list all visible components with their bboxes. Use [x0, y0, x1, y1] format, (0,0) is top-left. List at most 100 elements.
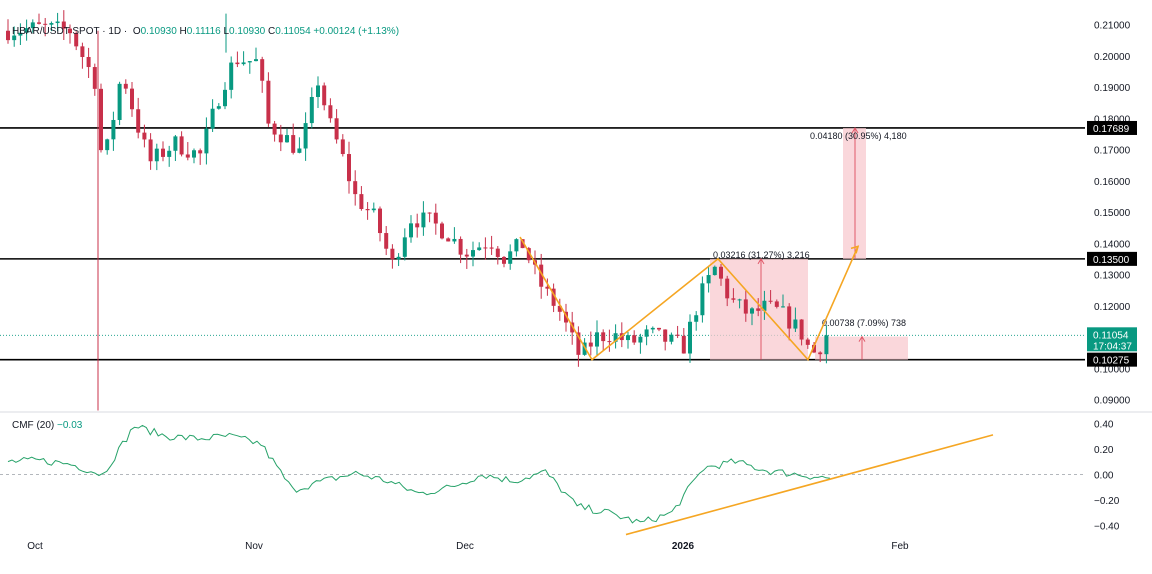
candle-body [638, 336, 643, 343]
candle-body [99, 88, 103, 151]
legend-sep-2: · [123, 26, 128, 37]
change-value: +0.00124 (+1.13%) [313, 26, 400, 37]
candle-body [458, 238, 463, 255]
candle-body [526, 248, 531, 261]
candle-body [799, 319, 804, 340]
candle-body [477, 247, 482, 251]
candle-body [37, 22, 41, 24]
candle-body [371, 208, 376, 211]
cmf-title[interactable]: CMF (20) [12, 420, 55, 431]
candle-body [768, 300, 773, 302]
zigzag-arrow-head [850, 245, 860, 254]
symbol-name[interactable]: HBAR/USDT SPOT [12, 26, 100, 37]
candle-body [551, 288, 556, 306]
candle-body [427, 212, 432, 214]
low-label: L [223, 26, 230, 37]
candle-body [694, 315, 699, 322]
candle-body [173, 136, 178, 151]
high-value: 0.11116 [186, 26, 221, 37]
price-tick-label: 0.18000 [1094, 114, 1131, 125]
candle-body [607, 341, 612, 343]
candle-body [675, 334, 680, 336]
candle-body [601, 332, 606, 342]
candle-body [669, 334, 674, 342]
time-label: Nov [245, 541, 263, 552]
price-tick-label: 0.10000 [1094, 364, 1131, 375]
candle-body [433, 212, 438, 224]
candle-body [266, 80, 271, 124]
candle-body [464, 254, 469, 257]
candle-body [111, 119, 116, 140]
candle-body [229, 62, 234, 90]
measure-label: 0.00738 (7.09%) 738 [822, 318, 906, 328]
candle-body [334, 118, 339, 140]
candle-body [818, 352, 823, 355]
level-label: 0.13500 [1093, 255, 1130, 266]
level-label-bg [1087, 352, 1137, 367]
candle-body [235, 62, 240, 65]
candle-body [440, 223, 444, 239]
candle-body [409, 223, 413, 238]
candle-body [105, 139, 110, 151]
zigzag-pattern [519, 236, 859, 362]
candle-body [824, 335, 829, 355]
candle-body [781, 306, 785, 308]
candle-body [750, 308, 754, 314]
candle-body [743, 299, 748, 314]
cmf-tick-label: 0.40 [1094, 419, 1114, 430]
level-label-bg [1087, 251, 1137, 266]
countdown-label: 17:04:37 [1093, 341, 1132, 352]
candle-body [247, 61, 252, 63]
candle-body [272, 123, 277, 135]
candle-body [595, 332, 599, 347]
candle-body [291, 135, 296, 153]
drawings-layer: 0.03216 (31.27%) 3,216 0.04180 (30.95%) 4… [519, 131, 907, 362]
cmf-line [7, 424, 831, 524]
cmf-tick-label: −0.20 [1094, 496, 1120, 507]
price-tick-label: 0.17000 [1094, 146, 1131, 157]
candle-body [719, 266, 723, 279]
candle-body [378, 208, 382, 234]
candle-body [216, 106, 221, 109]
symbol-legend: HBAR/USDT SPOT · 1D · O0.10930 H0.11116 … [12, 26, 399, 37]
candle-body [18, 32, 23, 36]
candle-body [359, 194, 364, 210]
candle-body [68, 28, 72, 34]
candle-body [192, 150, 196, 158]
candle-body [688, 321, 692, 354]
cmf-trendline [625, 434, 994, 536]
price-tick-label: 0.15000 [1094, 208, 1131, 219]
candle-body [365, 209, 370, 211]
candle-body [582, 342, 587, 355]
candle-body [210, 108, 215, 129]
candle-body [812, 344, 816, 353]
candle-body [805, 339, 810, 345]
candle-body [626, 335, 630, 341]
candle-body [260, 59, 265, 81]
measure-arrow-head [757, 257, 765, 265]
time-label: Oct [27, 541, 43, 552]
price-tick-label: 0.09000 [1094, 396, 1131, 407]
price-tick-label: 0.14000 [1094, 239, 1131, 250]
price-tick-label: 0.16000 [1094, 177, 1131, 188]
candle-body [564, 311, 568, 323]
candle-body [613, 333, 618, 342]
candle-body [117, 83, 122, 120]
last-price-label: 0.11054 [1093, 330, 1129, 341]
candles-layer [6, 10, 829, 411]
candle-body [167, 150, 172, 157]
measure-label: 0.04180 (30.95%) 4,180 [810, 131, 907, 141]
candle-body [43, 23, 48, 25]
interval[interactable]: 1D [108, 26, 122, 37]
candle-body [508, 251, 513, 264]
candle-body [489, 247, 494, 249]
candle-body [588, 342, 593, 347]
close-label: C [267, 26, 276, 37]
candle-body [278, 134, 283, 143]
candle-body [61, 21, 66, 29]
candle-body [402, 237, 407, 257]
candle-body [185, 154, 190, 158]
time-label: Feb [891, 541, 909, 552]
